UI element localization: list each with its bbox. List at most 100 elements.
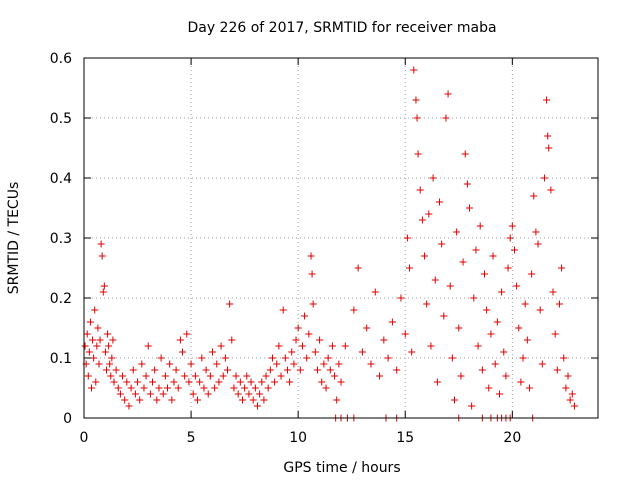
y-tick-label: 0 <box>63 411 72 427</box>
data-point <box>354 264 362 272</box>
data-point <box>367 360 375 368</box>
data-point <box>478 366 486 374</box>
data-point <box>288 348 296 356</box>
data-point <box>121 396 129 404</box>
data-point <box>131 390 139 398</box>
data-point <box>523 336 531 344</box>
data-point <box>151 366 159 374</box>
data-point <box>397 294 405 302</box>
data-point <box>266 366 274 374</box>
data-point <box>461 150 469 158</box>
data-point <box>328 342 336 350</box>
data-point <box>101 348 109 356</box>
data-point <box>104 330 112 338</box>
data-point <box>544 132 552 140</box>
data-point <box>138 360 146 368</box>
data-point <box>459 258 467 266</box>
data-point <box>217 342 225 350</box>
data-point <box>416 186 424 194</box>
data-point <box>318 378 326 386</box>
data-point <box>545 144 553 152</box>
data-point <box>440 312 448 320</box>
data-point <box>116 390 124 398</box>
data-point <box>258 378 266 386</box>
data-point <box>474 342 482 350</box>
data-point <box>421 252 429 260</box>
data-point <box>414 150 422 158</box>
data-point <box>129 366 137 374</box>
data-point <box>85 348 93 356</box>
data-point <box>100 282 108 290</box>
data-point <box>281 354 289 362</box>
data-point <box>333 396 341 404</box>
data-point <box>170 378 178 386</box>
data-point <box>506 234 514 242</box>
data-point <box>534 240 542 248</box>
data-point <box>568 390 576 398</box>
y-tick-label: 0.6 <box>50 51 72 67</box>
data-point <box>198 354 206 362</box>
data-point <box>433 378 441 386</box>
data-point <box>543 96 551 104</box>
data-point <box>247 378 255 386</box>
data-point <box>483 306 491 314</box>
data-point <box>107 372 115 380</box>
data-point <box>146 390 154 398</box>
data-point <box>127 384 135 392</box>
data-point <box>105 342 113 350</box>
data-point <box>268 354 276 362</box>
data-point <box>123 378 131 386</box>
data-point <box>191 372 199 380</box>
data-point <box>236 378 244 386</box>
data-point <box>202 366 210 374</box>
x-axis-label: GPS time / hours <box>283 460 400 476</box>
x-tick-label: 10 <box>289 430 307 446</box>
data-point <box>418 216 426 224</box>
data-point <box>519 354 527 362</box>
data-point <box>472 246 480 254</box>
data-point <box>296 366 304 374</box>
data-point <box>322 384 330 392</box>
data-point <box>508 222 516 230</box>
data-point <box>86 318 94 326</box>
data-point <box>412 96 420 104</box>
chart-title: Day 226 of 2017, SRMTID for receiver mab… <box>187 20 496 36</box>
data-point <box>525 384 533 392</box>
data-point <box>371 288 379 296</box>
data-point <box>515 324 523 332</box>
data-point <box>444 90 452 98</box>
data-point <box>174 384 182 392</box>
data-point <box>119 372 127 380</box>
data-point <box>320 360 328 368</box>
data-point <box>363 324 371 332</box>
data-point <box>166 360 174 368</box>
data-point <box>480 270 488 278</box>
data-point <box>500 348 508 356</box>
data-point <box>245 390 253 398</box>
data-point <box>97 240 105 248</box>
data-point <box>453 228 461 236</box>
data-point <box>431 276 439 284</box>
data-point <box>221 354 229 362</box>
data-point <box>547 186 555 194</box>
data-point <box>230 384 238 392</box>
data-point <box>106 360 114 368</box>
data-point <box>532 228 540 236</box>
data-point <box>436 198 444 206</box>
data-point <box>549 288 557 296</box>
x-tick-label: 5 <box>187 430 196 446</box>
data-point <box>410 66 418 74</box>
data-point <box>183 330 191 338</box>
data-point <box>570 402 578 410</box>
y-tick-label: 0.3 <box>50 231 72 247</box>
data-point <box>290 360 298 368</box>
data-point <box>83 330 91 338</box>
data-point <box>331 372 339 380</box>
data-point <box>91 306 99 314</box>
data-point <box>223 366 231 374</box>
data-point <box>238 396 246 404</box>
data-point <box>540 174 548 182</box>
data-point <box>298 342 306 350</box>
data-point <box>292 336 300 344</box>
data-point <box>114 384 122 392</box>
